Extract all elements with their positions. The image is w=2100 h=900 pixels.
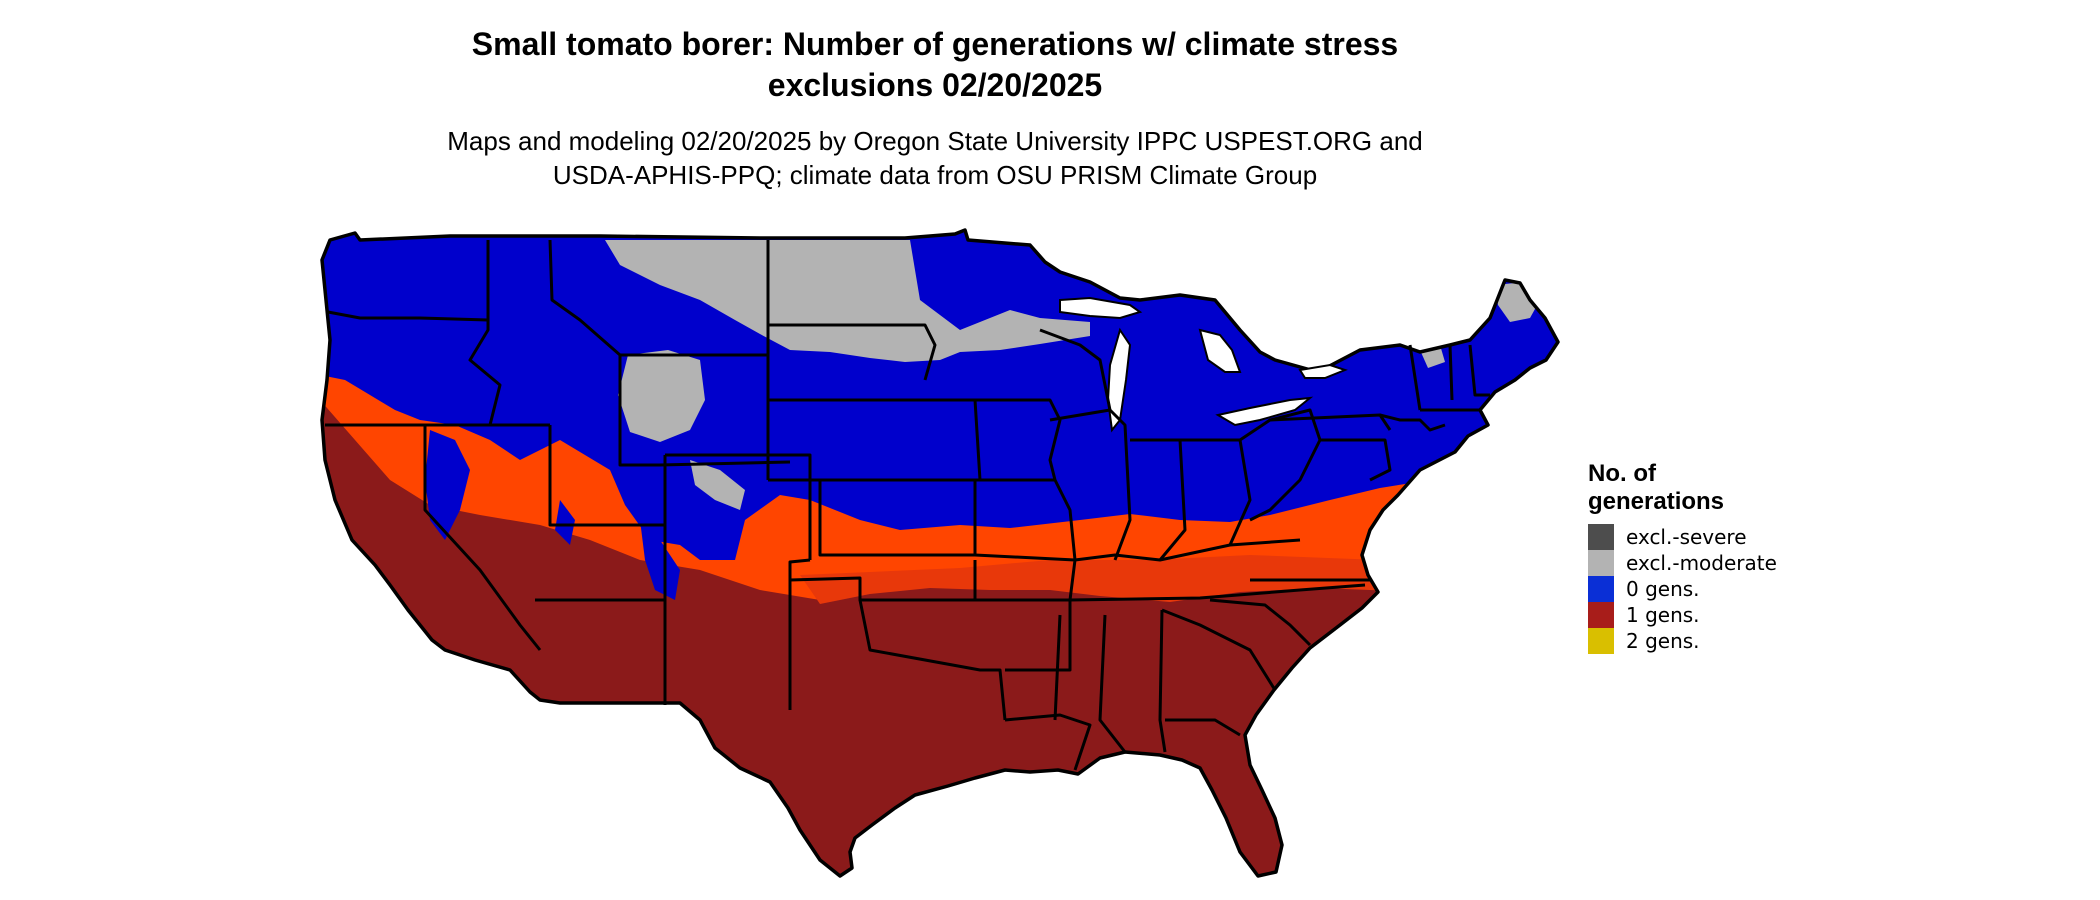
map-subtitle: Maps and modeling 02/20/2025 by Oregon S… (300, 124, 1570, 192)
legend-item-excl-severe: excl.-severe (1588, 524, 1808, 550)
map-title-line2: exclusions 02/20/2025 (767, 67, 1103, 103)
legend-label: 2 gens. (1626, 629, 1700, 653)
legend-item-2-gens: 2 gens. (1588, 628, 1808, 654)
legend-list: excl.-severe excl.-moderate 0 gens. 1 ge… (1588, 524, 1808, 654)
legend-label: 1 gens. (1626, 603, 1700, 627)
map-legend: No. of generations excl.-severe excl.-mo… (1588, 460, 1808, 654)
legend-item-excl-moderate: excl.-moderate (1588, 550, 1808, 576)
legend-swatch (1588, 524, 1614, 550)
legend-title: No. of generations (1588, 460, 1808, 516)
us-generations-map (320, 228, 1560, 878)
legend-title-line1: No. of (1588, 460, 1656, 487)
legend-label: excl.-moderate (1626, 551, 1777, 575)
map-subtitle-line1: Maps and modeling 02/20/2025 by Oregon S… (447, 126, 1423, 156)
legend-item-0-gens: 0 gens. (1588, 576, 1808, 602)
map-subtitle-line2: USDA-APHIS-PPQ; climate data from OSU PR… (552, 160, 1318, 190)
legend-label: 0 gens. (1626, 577, 1700, 601)
legend-swatch (1588, 628, 1614, 654)
map-title-line1: Small tomato borer: Number of generation… (471, 26, 1399, 62)
legend-swatch (1588, 602, 1614, 628)
map-title: Small tomato borer: Number of generation… (300, 24, 1570, 106)
legend-title-line2: generations (1588, 488, 1725, 515)
legend-swatch (1588, 576, 1614, 602)
legend-swatch (1588, 550, 1614, 576)
legend-label: excl.-severe (1626, 525, 1747, 549)
legend-item-1-gens: 1 gens. (1588, 602, 1808, 628)
